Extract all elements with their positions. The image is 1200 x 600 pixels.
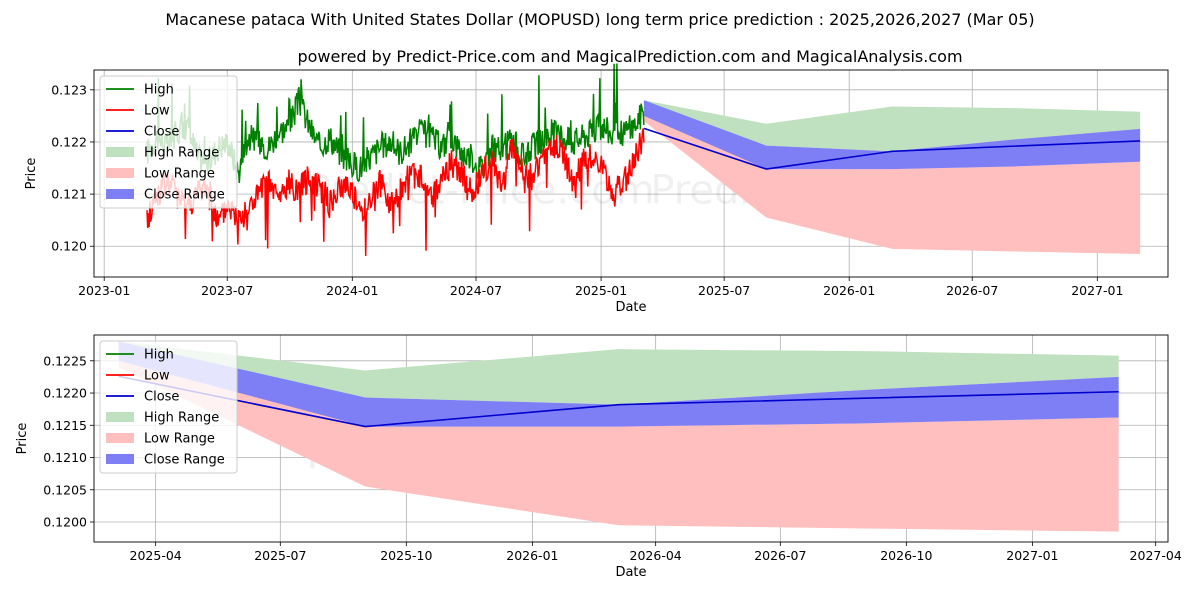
top-panel: Predict-Price.comPredict-Price.com2023-0… [24,63,1169,315]
low-line [146,128,645,257]
legend-high-label: High [144,83,174,98]
x-tick-label: 2025-07 [254,548,306,563]
legend-high-range-label: High Range [144,411,219,426]
x-tick-label: 2026-01 [506,548,558,563]
low-range-band [643,115,1141,255]
x-tick-label: 2026-01 [823,283,875,298]
x-tick-label: 2023-01 [78,283,130,298]
legend: High Low Close High Range Low Range Close Ran… [99,340,238,474]
legend-close-range-label: Close Range [144,188,225,203]
x-tick-label: 2026-10 [880,548,932,563]
y-tick-label: 0.1210 [43,450,87,465]
legend-high-range-label: High Range [144,146,219,161]
axes-frame [93,334,1169,543]
x-tick-label: 2025-10 [380,548,432,563]
x-tick-label: 2027-04 [1130,548,1182,563]
y-tick-label: 0.1215 [43,418,87,433]
y-axis-label: Price [15,423,30,455]
close-range-band [118,341,1119,427]
legend-low-range-swatch [106,168,134,178]
y-axis-label: Price [24,158,39,190]
chart-title: Macanese pataca With United States Dolla… [165,10,1034,29]
y-tick-label: 0.120 [51,239,87,254]
y-tick-label: 0.1205 [43,482,87,497]
high-range-band [118,341,1119,405]
legend-high-label: High [144,348,174,363]
close-range-band [643,100,1141,170]
y-tick-label: 0.123 [51,82,87,97]
legend-high-range-swatch [106,147,134,157]
x-tick-label: 2024-07 [450,283,502,298]
close-line [643,127,1141,170]
x-tick-label: 2025-04 [130,548,182,563]
legend-low-label: Low [144,104,170,119]
axes-frame [93,69,1169,278]
x-axis-label: Date [615,565,646,580]
low-range-band [118,360,1119,532]
bottom-panel: Predict-Price.comPredict-Price.com2025-0… [15,334,1182,580]
legend-close-range-swatch [106,454,134,464]
legend-low-label: Low [144,369,170,384]
legend: High Low Close High Range Low Range Close Ran… [99,75,238,209]
legend-box [99,340,238,474]
x-tick-label: 2026-07 [754,548,806,563]
x-tick-label: 2026-07 [946,283,998,298]
legend-close-range-label: Close Range [144,453,225,468]
y-tick-label: 0.1220 [43,386,87,401]
legend-close-label: Close [144,125,179,140]
x-tick-label: 2026-04 [630,548,682,563]
high-range-band [643,100,1141,152]
x-tick-label: 2027-01 [1071,283,1123,298]
x-tick-label: 2023-07 [201,283,253,298]
x-tick-label: 2024-01 [326,283,378,298]
x-tick-label: 2025-01 [575,283,627,298]
legend-close-range-swatch [106,189,134,199]
x-tick-label: 2027-01 [1006,548,1058,563]
y-tick-label: 0.121 [51,187,87,202]
x-tick-label: 2025-07 [698,283,750,298]
legend-low-range-label: Low Range [144,167,215,182]
legend-close-label: Close [144,390,179,405]
legend-box [99,75,238,209]
y-tick-label: 0.1225 [43,353,87,368]
legend-high-range-swatch [106,412,134,422]
y-tick-label: 0.122 [51,134,87,149]
legend-low-range-swatch [106,433,134,443]
chart-subtitle: powered by Predict-Price.com and Magical… [297,47,962,66]
legend-low-range-label: Low Range [144,432,215,447]
x-axis-label: Date [615,300,646,315]
close-line [118,375,1119,428]
y-tick-label: 0.1200 [43,515,87,530]
